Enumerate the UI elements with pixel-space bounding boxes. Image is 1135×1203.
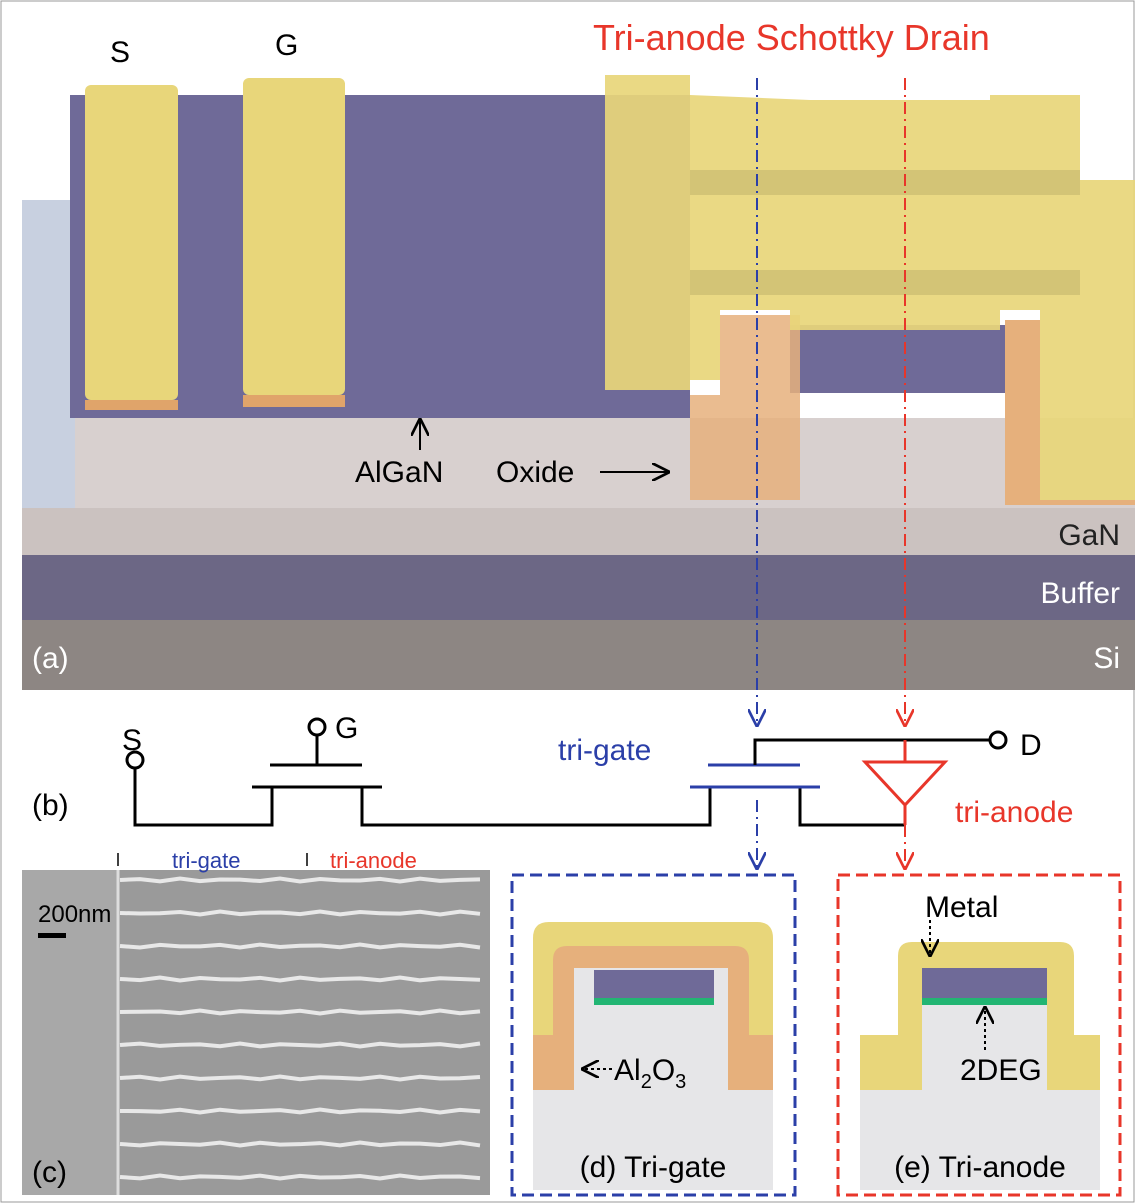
algan-label: AlGaN <box>355 456 443 489</box>
sem-stripe <box>120 945 480 948</box>
figure: S G Tri-anode Schottky Drain AlGaN Oxide… <box>0 0 1135 1203</box>
inset-caption: (e) Tri-anode <box>894 1151 1066 1184</box>
sem-stripe <box>120 1143 480 1146</box>
panel-label: (b) <box>32 789 69 822</box>
tri-anode-label: tri-anode <box>955 796 1073 829</box>
source-electrode <box>85 85 178 400</box>
sem-stripe <box>120 1044 480 1047</box>
label-part: O <box>652 1054 675 1087</box>
tri-gate-label: tri-gate <box>172 848 240 873</box>
gate-electrode <box>243 78 345 395</box>
2deg-label: 2DEG <box>960 1054 1042 1087</box>
label-part: 2 <box>641 1071 652 1093</box>
inset-caption: (d) Tri-gate <box>580 1151 727 1184</box>
drain-label: D <box>1020 729 1042 762</box>
oxide <box>243 395 345 407</box>
algan-layer <box>922 968 1047 998</box>
algan-layer <box>594 970 714 998</box>
tri-anode-label: tri-anode <box>330 848 417 873</box>
fin-shadow <box>690 270 1080 295</box>
fin-shadow <box>690 170 1080 195</box>
layer-label: GaN <box>1058 519 1120 552</box>
2deg-layer <box>922 998 1047 1005</box>
oxide-label: Oxide <box>496 456 574 489</box>
algan-fin <box>790 325 1010 393</box>
panel-label: (a) <box>32 642 69 675</box>
layer-label: Buffer <box>1041 577 1121 610</box>
buffer-layer <box>22 555 1135 620</box>
layer-label: Si <box>1093 642 1120 675</box>
si-layer <box>22 620 1135 690</box>
panel-label: (c) <box>32 1156 67 1189</box>
gan-layer <box>22 508 1135 555</box>
scale-bar-label: 200nm <box>38 901 111 928</box>
scale-bar <box>38 933 66 938</box>
gan-mesa <box>75 418 1135 508</box>
source-label: S <box>122 724 142 757</box>
metal-label: Metal <box>925 891 998 924</box>
source-label: S <box>110 36 130 69</box>
figure-title: Tri-anode Schottky Drain <box>593 17 990 58</box>
oxide <box>85 400 178 410</box>
label-part: Al <box>614 1054 641 1087</box>
panel-d <box>512 875 795 1195</box>
tri-gate-label: tri-gate <box>558 734 651 767</box>
panel-a: S G Tri-anode Schottky Drain AlGaN Oxide… <box>22 17 1135 725</box>
gate-label: G <box>335 712 358 745</box>
label-part: 3 <box>675 1071 686 1093</box>
gate-label: G <box>275 29 298 62</box>
side-slab <box>22 200 75 508</box>
2deg-layer <box>594 998 714 1005</box>
